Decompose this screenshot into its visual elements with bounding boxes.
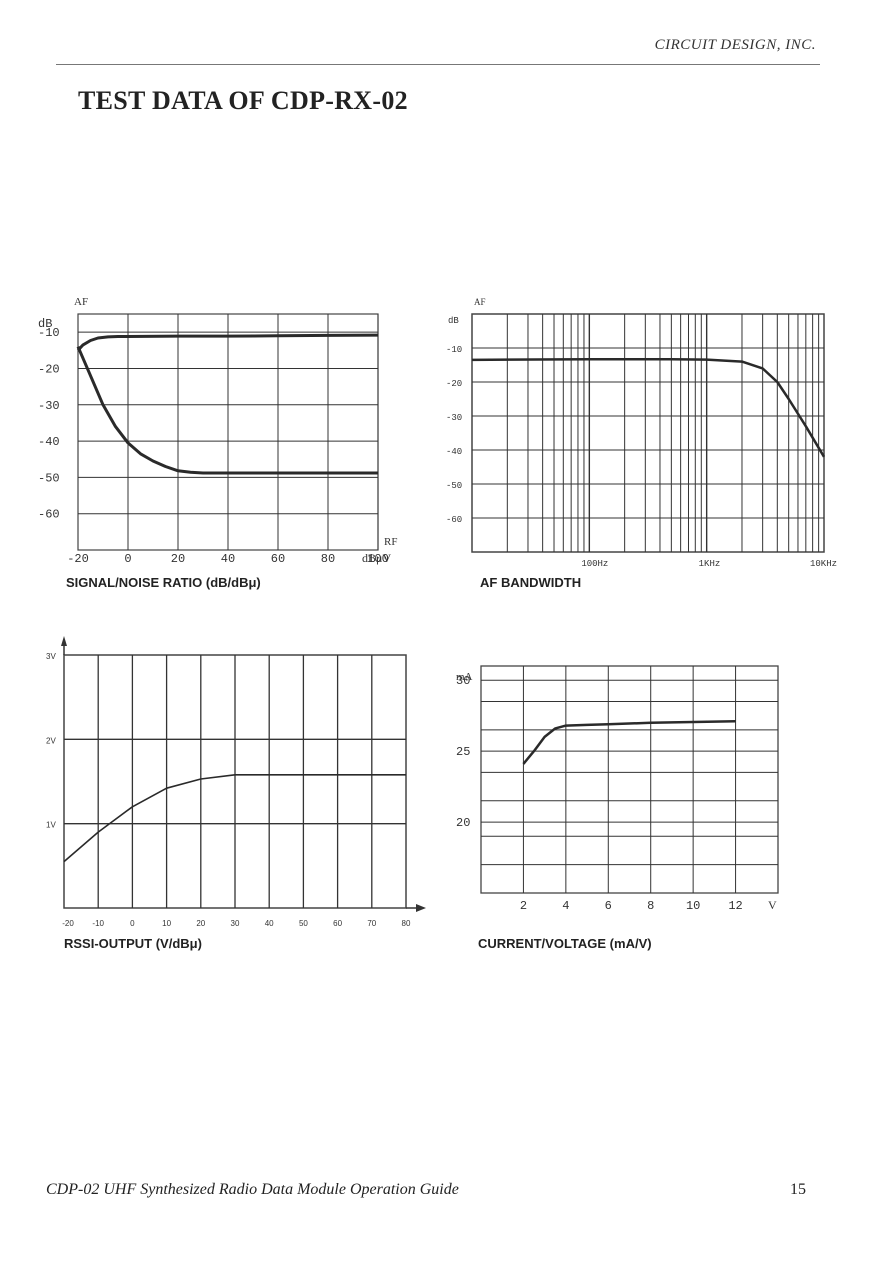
af-caption: AF BANDWIDTH [480, 575, 581, 590]
cv-y-tick-label: 25 [456, 745, 470, 759]
rssi-y-tick-label: 1V [46, 821, 56, 830]
rssi-caption: RSSI-OUTPUT (V/dBμ) [64, 936, 202, 951]
rssi-x-tick-label: 0 [130, 919, 135, 928]
af-top-label: AF [474, 297, 486, 307]
rssi-x-tick-label: 20 [196, 919, 205, 928]
snr-caption: SIGNAL/NOISE RATIO (dB/dBμ) [66, 575, 261, 590]
snr-top-label: AF [74, 296, 88, 308]
footer-guide-title: CDP-02 UHF Synthesized Radio Data Module… [46, 1181, 459, 1198]
cv-plot-frame [480, 665, 779, 894]
snr-x-tick-label: -20 [67, 552, 89, 566]
rssi-x-axis-arrow [416, 904, 426, 912]
rssi-y-tick-label: 2V [46, 736, 56, 745]
snr-y-tick-label: -30 [38, 399, 60, 413]
cv-y-unit: mA [456, 671, 473, 683]
af-y-tick-label: -30 [446, 413, 462, 423]
snr-curve-1 [76, 333, 379, 352]
page-title: TEST DATA OF CDP-RX-02 [78, 86, 408, 115]
cv-x-tick-label: 8 [647, 899, 654, 913]
snr-x-tick-label: 20 [171, 552, 185, 566]
rssi-x-tick-label: 40 [265, 919, 274, 928]
cv-x-tick-label: 12 [728, 899, 742, 913]
rssi-x-tick-label: -10 [92, 919, 104, 928]
cv-x-tick-label: 10 [686, 899, 700, 913]
page-number: 15 [790, 1181, 806, 1198]
cv-curve-1 [522, 720, 736, 765]
cv-y-tick-label: 30 [456, 674, 470, 688]
af-x-tick-label: 100Hz [581, 559, 608, 569]
snr-x-tick-label: 0 [124, 552, 131, 566]
cv-x-unit: V [768, 898, 777, 912]
af-y-unit: dB [448, 316, 459, 326]
snr-x-tick-label: 80 [321, 552, 335, 566]
snr-x-unit: dBμV [362, 551, 391, 565]
snr-x-axis-tag: RF [384, 536, 397, 548]
cv-y-tick-label: 20 [456, 816, 470, 830]
af-y-tick-label: -60 [446, 515, 462, 525]
rssi-x-tick-label: 70 [367, 919, 376, 928]
af-y-tick-label: -40 [446, 447, 462, 457]
af-y-tick-label: -50 [446, 481, 462, 491]
rssi-curve-1 [63, 773, 406, 863]
snr-y-tick-label: -50 [38, 471, 60, 485]
snr-x-tick-label: 60 [271, 552, 285, 566]
af-y-tick-label: -10 [446, 345, 462, 355]
company-name: CIRCUIT DESIGN, INC. [654, 37, 816, 53]
rssi-y-tick-label: 3V [46, 652, 56, 661]
snr-y-tick-label: -40 [38, 435, 60, 449]
cv-x-tick-label: 2 [520, 899, 527, 913]
snr-y-tick-label: -60 [38, 508, 60, 522]
af-y-tick-label: -20 [446, 379, 462, 389]
af-curve-1 [471, 357, 826, 458]
snr-x-tick-label: 40 [221, 552, 235, 566]
rssi-x-tick-label: 10 [162, 919, 171, 928]
snr-x-tick-label: 100 [367, 552, 389, 566]
cv-caption: CURRENT/VOLTAGE (mA/V) [478, 936, 652, 951]
cv-x-tick-label: 6 [605, 899, 612, 913]
af-plot-frame [471, 313, 825, 553]
rssi-x-tick-label: 80 [402, 919, 411, 928]
af-x-tick-label: 10KHz [810, 559, 837, 569]
snr-y-unit: dB [38, 317, 52, 331]
af-x-tick-label: 1KHz [699, 559, 721, 569]
rssi-x-tick-label: 50 [299, 919, 308, 928]
rssi-x-tick-label: -20 [62, 919, 74, 928]
header-divider [56, 64, 820, 65]
rssi-y-axis-arrow [61, 636, 67, 646]
rssi-x-tick-label: 30 [231, 919, 240, 928]
snr-curve-2 [76, 346, 378, 475]
cv-x-tick-label: 4 [562, 899, 569, 913]
snr-y-tick-label: -20 [38, 362, 60, 376]
snr-y-tick-label: -10 [38, 326, 60, 340]
rssi-x-tick-label: 60 [333, 919, 342, 928]
